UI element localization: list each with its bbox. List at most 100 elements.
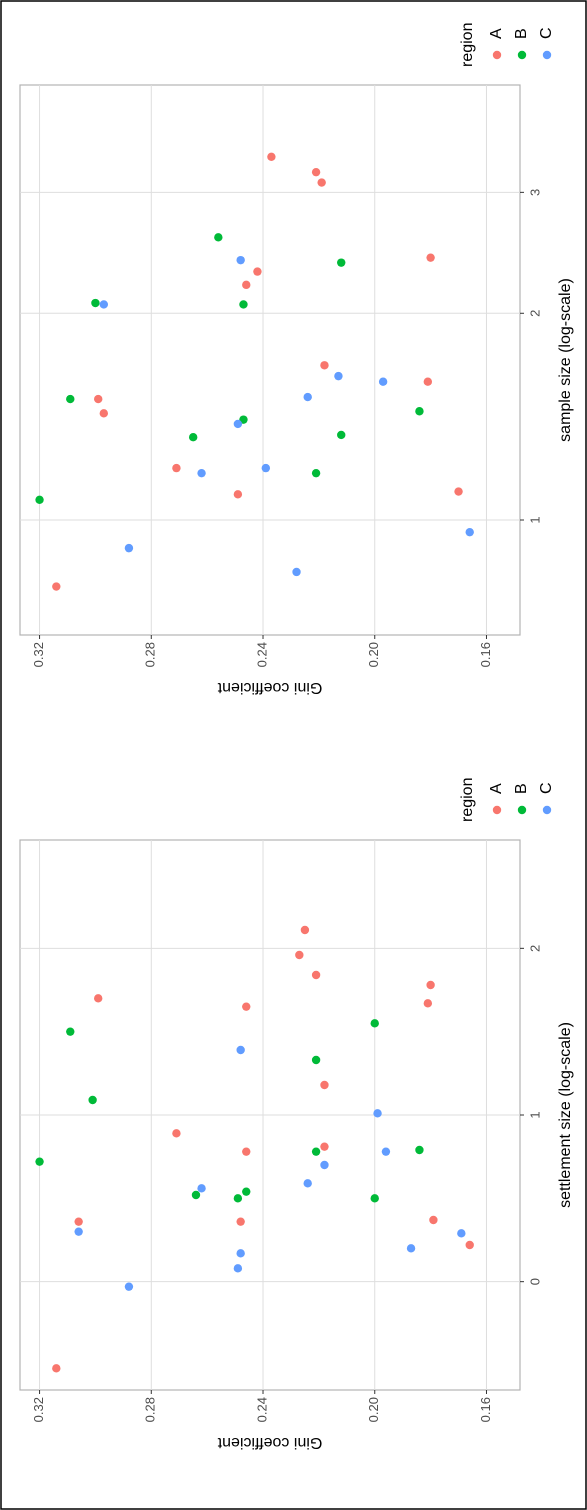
- point: [415, 407, 424, 416]
- x-tick-label: 1: [527, 516, 542, 523]
- point: [94, 394, 103, 404]
- point: [465, 1240, 474, 1250]
- point: [91, 298, 100, 308]
- point: [311, 1055, 321, 1065]
- y-tick-label: 0.32: [31, 642, 46, 667]
- y-axis-title: Gini coefficient: [217, 1434, 322, 1451]
- point: [74, 1217, 83, 1226]
- point: [267, 152, 276, 161]
- point: [172, 463, 181, 473]
- y-tick-label: 0.32: [31, 1397, 46, 1422]
- point: [236, 1249, 245, 1258]
- point: [233, 490, 243, 499]
- x-tick-label: 2: [527, 945, 542, 952]
- chart: 0.16 0.20 0.24 0.28 0.32 0 1 2 settlement size (…: [19, 778, 574, 1451]
- point: [406, 1244, 416, 1253]
- point: [242, 1002, 251, 1011]
- legend-label: C: [538, 27, 555, 39]
- y-tick-label: 0.28: [143, 1397, 158, 1422]
- legend-key: [542, 805, 552, 815]
- y-tick-label: 0.16: [478, 1397, 493, 1422]
- legend-key: [517, 50, 527, 60]
- x-axis-title: sample size (log-scale): [557, 278, 574, 442]
- point: [214, 233, 223, 242]
- point: [35, 495, 44, 505]
- point: [35, 1157, 44, 1166]
- point: [66, 394, 75, 404]
- point: [124, 1282, 134, 1291]
- point: [303, 1179, 312, 1188]
- point: [99, 409, 108, 418]
- legend-title: region: [459, 23, 476, 67]
- point: [124, 543, 134, 553]
- point: [242, 1147, 251, 1156]
- point: [311, 167, 321, 177]
- x-tick-label: 3: [527, 189, 542, 196]
- legend-label: C: [538, 782, 555, 794]
- point: [454, 487, 463, 496]
- point: [233, 1264, 243, 1273]
- point: [66, 1027, 75, 1036]
- point: [300, 925, 310, 935]
- point: [373, 1109, 382, 1118]
- point: [415, 1145, 424, 1155]
- y-tick-label: 0.28: [143, 642, 158, 667]
- point: [197, 1184, 206, 1193]
- point: [320, 1142, 329, 1151]
- point: [292, 567, 301, 577]
- point: [378, 377, 388, 386]
- point: [233, 1194, 243, 1203]
- legend-label: A: [488, 783, 505, 794]
- point: [457, 1229, 466, 1238]
- point: [320, 1080, 329, 1090]
- legend-key: [517, 805, 527, 815]
- x-axis-title: settlement size (log-scale): [557, 1022, 574, 1208]
- point: [236, 1045, 245, 1055]
- point: [423, 377, 433, 386]
- point: [337, 430, 346, 440]
- point: [99, 300, 108, 309]
- point: [426, 980, 435, 990]
- legend-label: B: [513, 783, 530, 794]
- y-tick-label: 0.24: [254, 642, 269, 667]
- legend-label: A: [488, 28, 505, 39]
- point: [233, 419, 243, 429]
- point: [311, 970, 321, 980]
- point: [188, 432, 198, 442]
- point: [303, 392, 312, 402]
- y-tick-label: 0.20: [366, 642, 381, 667]
- point: [94, 994, 103, 1003]
- point: [52, 1364, 61, 1373]
- point: [334, 371, 343, 381]
- point: [429, 1215, 438, 1225]
- point: [74, 1227, 83, 1236]
- point: [261, 463, 271, 473]
- point: [311, 468, 321, 478]
- point: [426, 253, 435, 262]
- point: [172, 1129, 181, 1138]
- point: [370, 1019, 379, 1028]
- point: [311, 1147, 321, 1156]
- point: [370, 1194, 379, 1203]
- legend-key: [492, 805, 502, 815]
- point: [88, 1095, 97, 1105]
- chart: 0.16 0.20 0.24 0.28 0.32 1 2 3 sample size (log-…: [19, 23, 574, 696]
- legend-title: region: [459, 778, 476, 822]
- point: [320, 1160, 329, 1170]
- point: [295, 950, 304, 960]
- point: [197, 468, 206, 478]
- point: [242, 1187, 251, 1196]
- y-axis-title: Gini coefficient: [217, 679, 322, 696]
- point: [423, 999, 433, 1008]
- legend-key: [492, 50, 502, 60]
- x-tick-label: 1: [527, 1111, 542, 1118]
- point: [320, 361, 329, 370]
- point: [317, 178, 326, 187]
- point: [242, 280, 251, 290]
- point: [236, 1217, 245, 1226]
- point: [381, 1147, 391, 1156]
- point: [191, 1190, 201, 1200]
- point: [337, 258, 346, 267]
- y-tick-label: 0.16: [478, 642, 493, 667]
